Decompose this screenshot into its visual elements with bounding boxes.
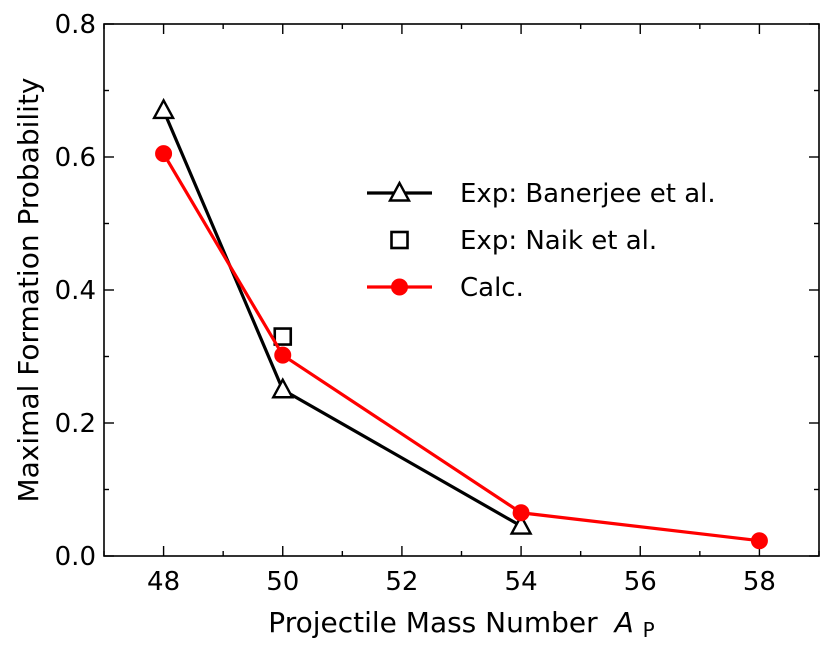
series-line (162, 109, 522, 528)
legend-marker (390, 230, 409, 250)
x-tick-label: 52 (385, 567, 418, 597)
series-1 (273, 327, 293, 346)
x-tick-label: 56 (624, 567, 657, 597)
x-tick-label: 50 (266, 567, 299, 597)
x-axis-label-symbol: A (613, 606, 634, 639)
y-tick-label: 0.6 (55, 143, 96, 173)
plot-frame (103, 23, 820, 557)
series-layer (152, 97, 768, 550)
legend: Exp: Banerjee et al. Exp: Naik et al. Calc… (367, 179, 716, 303)
x-axis-label-subscript: P (643, 618, 655, 642)
data-point (271, 377, 295, 399)
legend-marker (391, 278, 408, 296)
plot-area: 48 50 52 54 56 58 0.0 0.2 0.4 0.6 0.8 (55, 10, 820, 597)
y-tick-label: 0.0 (55, 542, 96, 572)
data-point (509, 513, 533, 535)
x-tick-label: 58 (743, 567, 776, 597)
x-tick-label: 54 (505, 567, 538, 597)
legend-label: Exp: Banerjee et al. (460, 179, 716, 209)
y-axis-label: Maximal Formation Probability (12, 77, 45, 502)
series-line (162, 152, 760, 543)
series-0 (152, 97, 533, 535)
x-tick-label: 48 (147, 567, 180, 597)
legend-label: Calc. (460, 273, 524, 303)
data-point (512, 504, 530, 522)
data-point (152, 97, 176, 120)
y-tick-label: 0.8 (55, 10, 96, 40)
legend-marker (387, 180, 412, 202)
data-point (273, 327, 293, 346)
data-point (155, 145, 173, 163)
y-tick-label: 0.2 (55, 409, 96, 439)
series-2 (155, 145, 768, 550)
y-tick-label: 0.4 (55, 276, 96, 306)
x-axis-label: Projectile Mass Number A P (268, 606, 654, 642)
legend-label: Exp: Naik et al. (460, 226, 657, 256)
data-point (750, 532, 768, 550)
data-point (274, 346, 292, 364)
x-axis-label-text: Projectile Mass Number (268, 606, 598, 639)
